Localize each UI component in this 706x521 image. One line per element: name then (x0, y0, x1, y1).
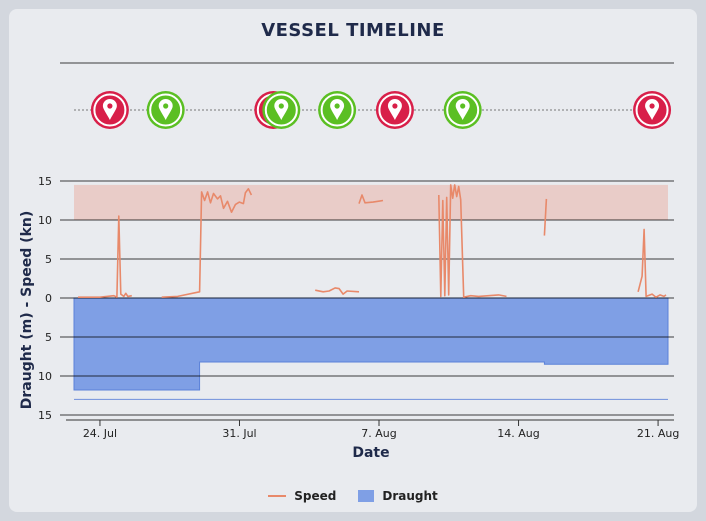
legend-label-draught: Draught (382, 489, 438, 503)
events-timeline (60, 62, 674, 129)
plot-area: 15 10 5 0 5 10 15 24. Jul 31. Jul 7. Aug 14. Aug 21… (38, 175, 679, 440)
x-axis-title: Date (352, 445, 389, 461)
speed-line-segment (543, 198, 548, 236)
chart-legend: Speed Draught (0, 489, 706, 503)
y-tick-label: 15 (38, 175, 52, 188)
y-tick-label: 0 (45, 292, 52, 305)
speed-line-segment (637, 228, 667, 299)
green-location-marker-icon[interactable] (146, 91, 185, 129)
green-location-marker-icon[interactable] (262, 91, 301, 129)
speed-line-segment (161, 188, 253, 298)
green-location-marker-icon[interactable] (318, 91, 357, 129)
speed-line-segment (315, 287, 360, 295)
x-tick-label: 31. Jul (222, 427, 256, 440)
x-tick-label: 14. Aug (497, 427, 539, 440)
y-tick-label: 5 (45, 253, 52, 266)
y-tick-label: 10 (38, 214, 52, 227)
y-tick-label: 15 (38, 409, 52, 422)
speed-swatch (268, 495, 287, 497)
x-tick-label: 24. Jul (83, 427, 117, 440)
legend-item-speed[interactable]: Speed (268, 489, 336, 503)
y-tick-label: 5 (45, 331, 52, 344)
legend-label-speed: Speed (294, 489, 337, 503)
red-location-marker-icon[interactable] (375, 91, 414, 129)
chart-title: VESSEL TIMELINE (261, 20, 445, 41)
x-tick-label: 21. Aug (637, 427, 679, 440)
y-axis-title: Draught (m) - Speed (kn) (19, 211, 35, 410)
speed-line-segment (78, 215, 132, 299)
speed-line-segment (358, 194, 384, 204)
draught-area (73, 297, 669, 391)
chart-card (9, 9, 697, 512)
green-location-marker-icon[interactable] (443, 91, 482, 129)
red-location-marker-icon[interactable] (90, 91, 129, 129)
legend-item-draught[interactable]: Draught (358, 489, 438, 503)
x-tick-label: 7. Aug (361, 427, 396, 440)
red-location-marker-icon[interactable] (633, 91, 672, 129)
y-tick-label: 10 (38, 370, 52, 383)
speed-line-segment (438, 184, 507, 299)
draught-swatch (358, 490, 375, 502)
